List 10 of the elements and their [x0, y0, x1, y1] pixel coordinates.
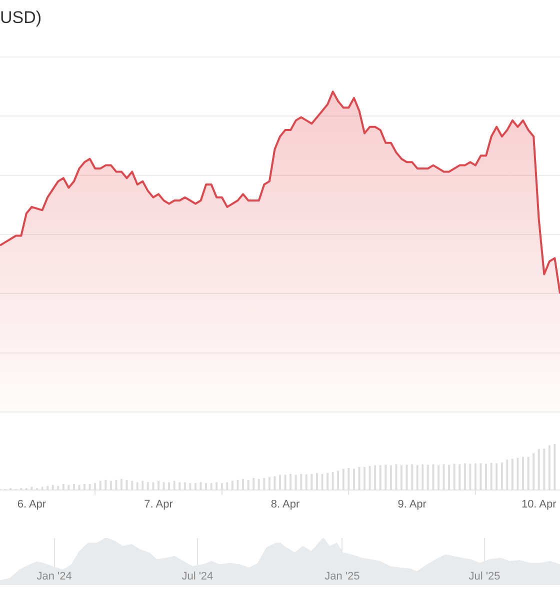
x-tick-label: 8. Apr [270, 498, 300, 511]
x-tick-label: 7. Apr [144, 498, 174, 511]
chart-title: USD) [0, 7, 42, 29]
x-tick-label: Jul '24 [182, 570, 214, 582]
x-tick-label: Jan '25 [324, 570, 360, 582]
x-tick-label: 10. Apr [521, 498, 557, 511]
x-tick-label: Jul '25 [468, 570, 500, 582]
x-tick-label: 6. Apr [17, 498, 46, 511]
x-tick-label: Jan '24 [36, 570, 72, 582]
x-tick-label: 9. Apr [398, 498, 427, 511]
